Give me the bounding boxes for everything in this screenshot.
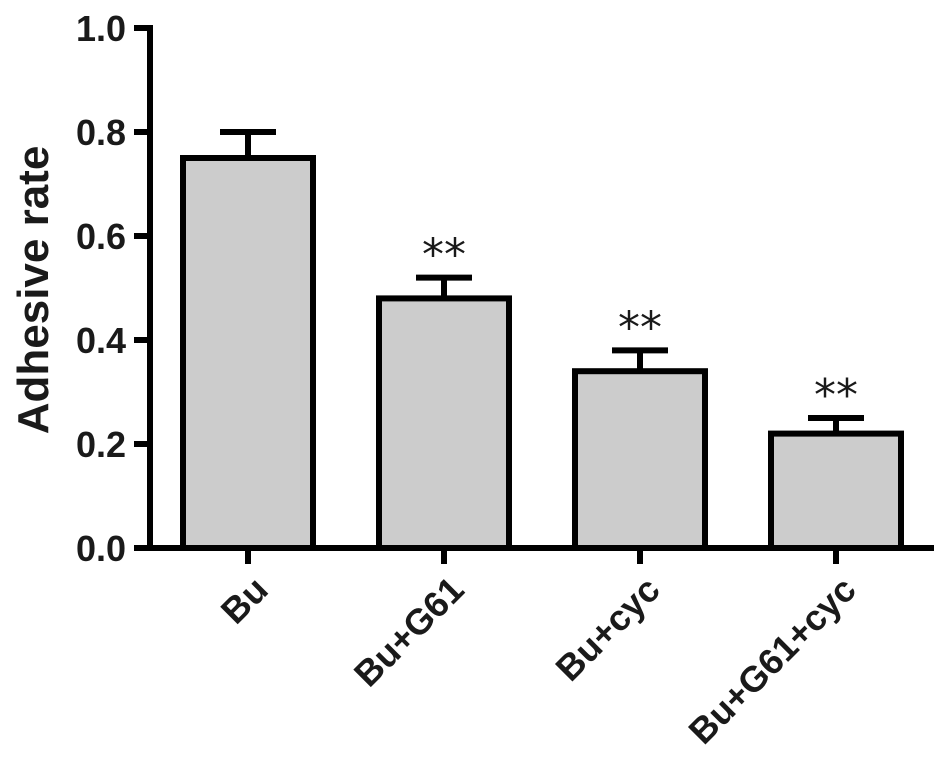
bar [376, 295, 512, 551]
significance-annotations: ** ** ** [422, 230, 858, 421]
bar [572, 368, 708, 552]
x-axis-ticks: Bu Bu+G61 Bu+cyc Bu+G61+cyc [213, 548, 864, 752]
x-tick-label: Bu+G61+cyc [680, 569, 863, 752]
x-tick-label: Bu+cyc [547, 569, 667, 689]
y-tick-label: 0.4 [76, 320, 126, 361]
y-tick-label: 0.6 [76, 216, 126, 257]
bars [180, 155, 904, 552]
error-bars [220, 129, 864, 434]
y-tick-label: 0.2 [76, 424, 126, 465]
bar [180, 155, 316, 551]
y-axis-ticks: 0.0 0.2 0.4 0.6 0.8 1.0 [76, 8, 150, 569]
x-tick-label: Bu+G61 [346, 569, 472, 695]
significance-marker: ** [422, 230, 466, 281]
y-tick-label: 1.0 [76, 8, 126, 49]
bar [768, 430, 904, 552]
y-tick-label: 0.0 [76, 528, 126, 569]
y-axis-title: Adhesive rate [9, 146, 58, 435]
significance-marker: ** [618, 302, 662, 353]
significance-marker: ** [814, 370, 858, 421]
y-tick-label: 0.8 [76, 112, 126, 153]
x-tick-label: Bu [213, 569, 276, 632]
